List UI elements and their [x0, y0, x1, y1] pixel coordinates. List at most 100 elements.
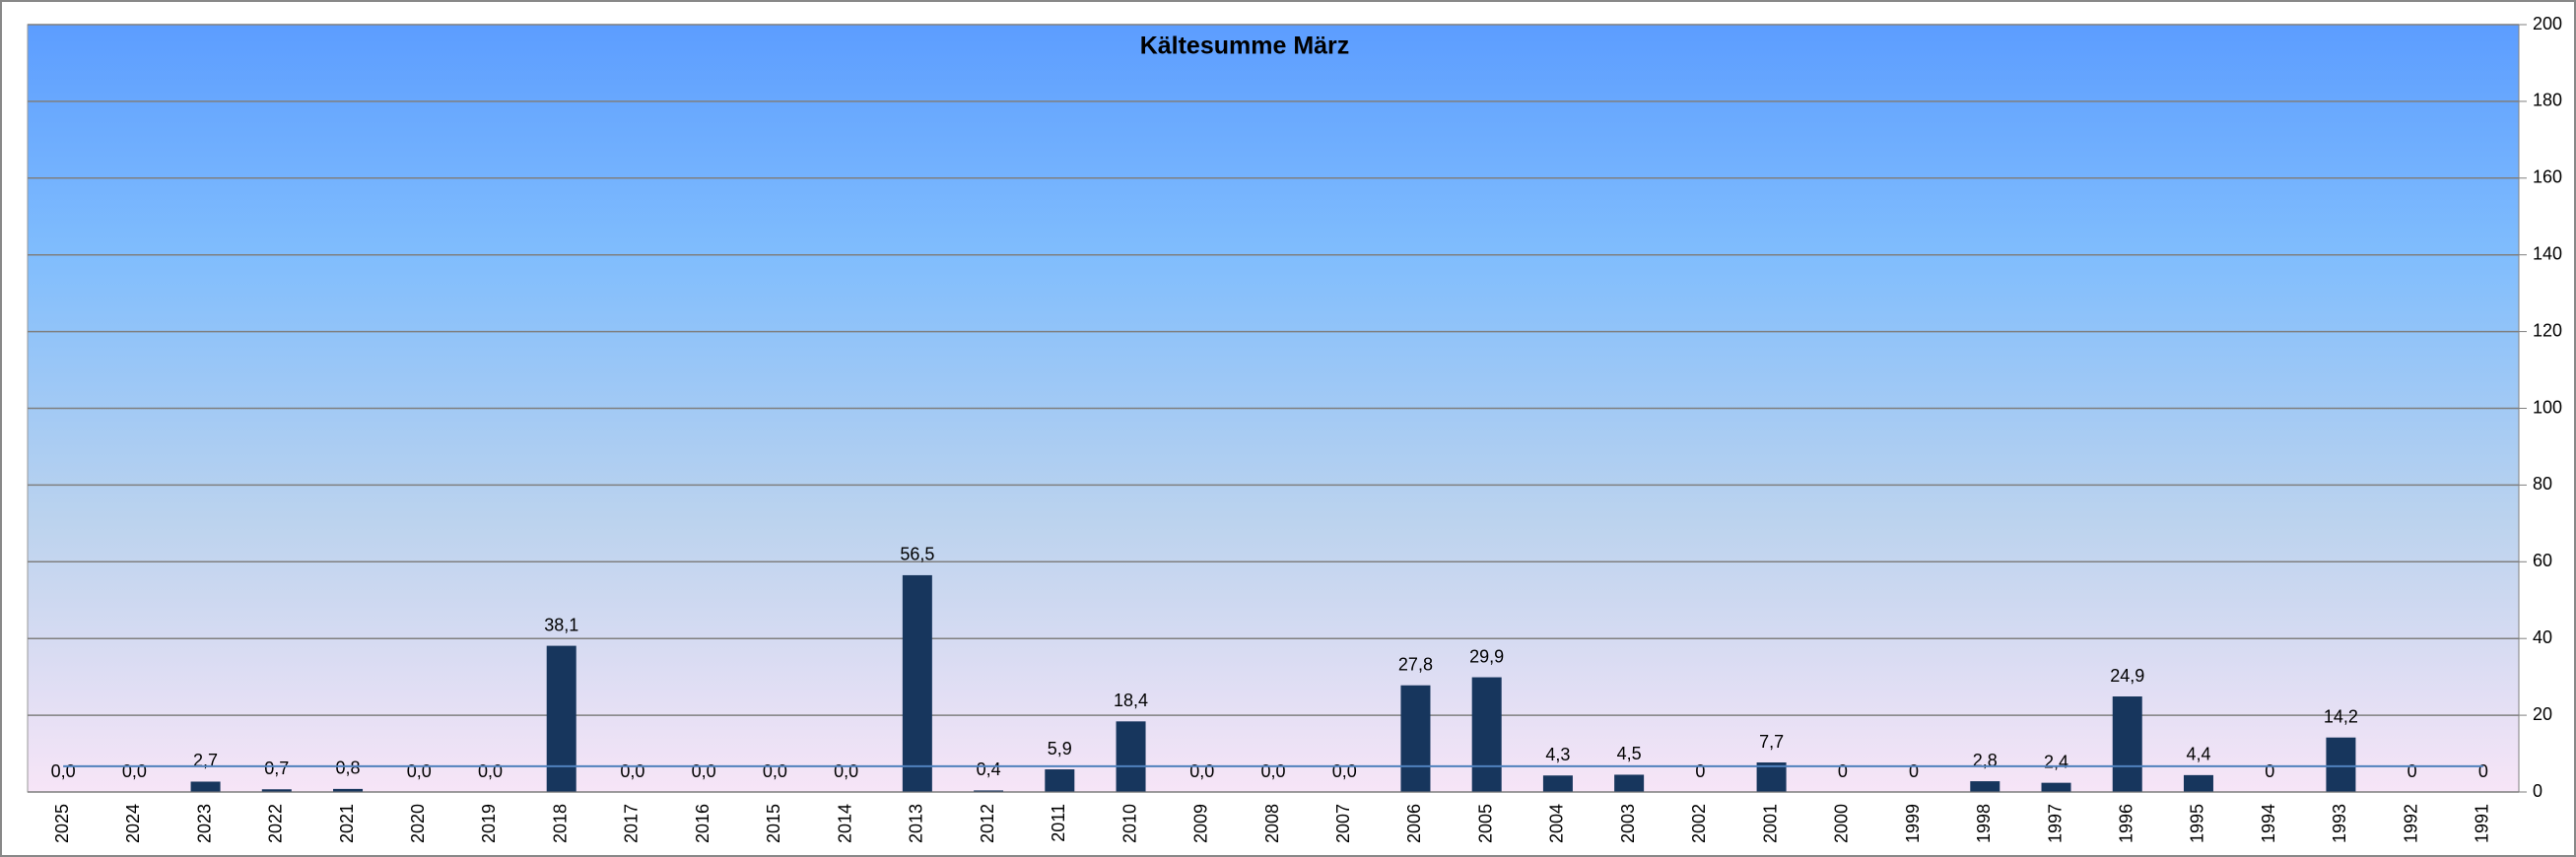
data-label: 0,7 [264, 758, 289, 778]
bar [333, 788, 364, 792]
y-tick-label: 100 [2533, 397, 2562, 417]
data-label: 2,8 [1973, 751, 1998, 770]
x-tick-label: 1991 [2473, 804, 2492, 843]
bar [1400, 685, 1431, 792]
data-label: 4,5 [1617, 744, 1642, 763]
data-label: 4,3 [1545, 745, 1570, 764]
bar [1116, 721, 1146, 792]
x-tick-label: 2025 [52, 804, 72, 843]
x-tick-label: 2012 [978, 804, 997, 843]
bar [261, 789, 292, 792]
x-tick-label: 2010 [1119, 804, 1139, 843]
y-tick-label: 20 [2533, 704, 2552, 724]
x-tick-label: 2013 [907, 804, 926, 843]
x-tick-label: 2016 [693, 804, 712, 843]
data-label: 0,0 [763, 761, 787, 781]
y-tick-label: 160 [2533, 167, 2562, 187]
bar [1542, 775, 1573, 792]
x-tick-label: 1994 [2259, 804, 2278, 843]
x-tick-label: 2001 [1760, 804, 1780, 843]
data-label: 2,4 [2044, 752, 2068, 771]
bar [902, 574, 932, 792]
data-label: 0 [1909, 761, 1919, 781]
data-label: 14,2 [2324, 706, 2358, 726]
bar [1614, 774, 1645, 792]
data-label: 0,4 [977, 759, 1001, 779]
bar [2112, 696, 2142, 792]
x-tick-label: 2018 [550, 804, 570, 843]
data-label: 0,0 [834, 761, 858, 781]
x-tick-label: 2011 [1049, 804, 1068, 842]
bar [1471, 677, 1502, 792]
x-tick-label: 2007 [1333, 804, 1353, 843]
data-label: 29,9 [1469, 646, 1504, 666]
data-label: 0,0 [1260, 761, 1285, 781]
data-label: 38,1 [544, 615, 578, 634]
x-tick-label: 2009 [1191, 804, 1211, 843]
x-tick-label: 2022 [266, 804, 286, 843]
bar [2183, 774, 2213, 792]
y-tick-label: 120 [2533, 320, 2562, 340]
data-label: 56,5 [900, 545, 934, 564]
data-label: 4,4 [2186, 745, 2210, 764]
x-tick-label: 1999 [1903, 804, 1923, 843]
x-tick-label: 1996 [2116, 804, 2135, 843]
y-tick-label: 40 [2533, 627, 2552, 647]
data-label: 5,9 [1048, 739, 1072, 758]
data-label: 0,0 [51, 761, 76, 781]
bar [546, 645, 576, 792]
y-tick-label: 180 [2533, 91, 2562, 110]
data-label: 0,0 [620, 761, 644, 781]
data-label: 18,4 [1114, 691, 1148, 710]
data-label: 0,0 [1189, 761, 1214, 781]
bar [1045, 769, 1075, 792]
x-tick-label: 2014 [835, 804, 854, 843]
data-label: 0,0 [1332, 761, 1357, 781]
y-tick-label: 200 [2533, 14, 2562, 33]
bar [2326, 737, 2356, 792]
x-tick-label: 2008 [1262, 804, 1282, 843]
x-tick-label: 2000 [1832, 804, 1852, 843]
data-label: 0,0 [407, 761, 432, 781]
data-label: 24,9 [2110, 666, 2144, 686]
x-tick-label: 1993 [2330, 804, 2349, 843]
x-tick-label: 2017 [622, 804, 642, 843]
data-label: 0,0 [122, 761, 147, 781]
x-tick-label: 2021 [337, 804, 357, 843]
data-label: 0 [2265, 761, 2274, 781]
data-label: 7,7 [1759, 732, 1784, 752]
y-tick-label: 140 [2533, 243, 2562, 263]
data-label: 0 [2478, 761, 2488, 781]
data-label: 0,0 [478, 761, 503, 781]
x-tick-label: 2020 [408, 804, 428, 843]
data-label: 27,8 [1398, 654, 1433, 674]
bar [974, 790, 1004, 792]
data-label: 0 [1695, 761, 1705, 781]
x-tick-label: 1997 [2045, 804, 2065, 843]
bar [1970, 781, 2000, 792]
bar [1756, 762, 1787, 792]
y-tick-label: 60 [2533, 551, 2552, 570]
x-tick-label: 1992 [2401, 804, 2420, 843]
x-tick-label: 2002 [1689, 804, 1709, 843]
chart-title: Kältesumme März [1140, 33, 1350, 60]
data-label: 2,7 [193, 751, 218, 770]
x-tick-label: 2004 [1547, 804, 1567, 843]
data-label: 0,0 [692, 761, 716, 781]
x-tick-label: 1995 [2188, 804, 2207, 843]
y-tick-label: 0 [2533, 781, 2542, 801]
y-tick-label: 80 [2533, 474, 2552, 494]
x-tick-label: 2005 [1475, 804, 1495, 843]
x-tick-label: 2006 [1404, 804, 1424, 843]
x-tick-label: 1998 [1974, 804, 1994, 843]
x-tick-label: 2015 [764, 804, 783, 843]
x-tick-label: 2019 [479, 804, 499, 843]
data-label: 0 [2407, 761, 2417, 781]
data-label: 0 [1838, 761, 1848, 781]
bar [2041, 782, 2071, 792]
x-tick-label: 2023 [194, 804, 214, 843]
x-tick-label: 2003 [1618, 804, 1638, 843]
data-label: 0,8 [336, 758, 361, 778]
bar [190, 781, 221, 792]
